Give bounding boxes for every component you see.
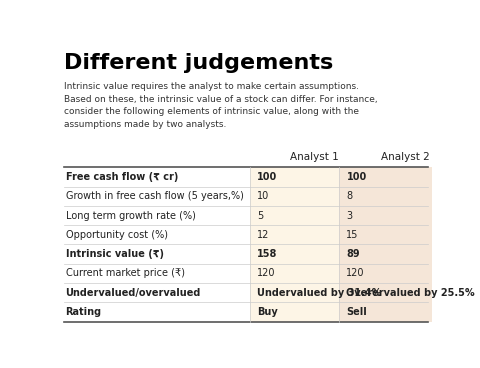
Bar <box>250 244 339 264</box>
Text: Different judgements: Different judgements <box>64 53 333 72</box>
Text: Rating: Rating <box>66 307 102 317</box>
Bar <box>339 225 432 244</box>
Bar <box>64 244 250 264</box>
Text: Long term growth rate (%): Long term growth rate (%) <box>66 210 195 220</box>
Bar <box>64 264 250 283</box>
Bar <box>64 302 250 322</box>
Text: 8: 8 <box>347 191 353 201</box>
Text: 100: 100 <box>347 172 367 182</box>
Text: 3: 3 <box>347 210 353 220</box>
Text: Opportunity cost (%): Opportunity cost (%) <box>66 230 168 240</box>
Bar <box>250 225 339 244</box>
Text: 158: 158 <box>257 249 277 259</box>
Bar <box>64 206 250 225</box>
Text: Overervalued by 25.5%: Overervalued by 25.5% <box>347 288 475 298</box>
Text: Growth in free cash flow (5 years,%): Growth in free cash flow (5 years,%) <box>66 191 243 201</box>
Text: Undervalued/overvalued: Undervalued/overvalued <box>66 288 201 298</box>
Bar <box>64 167 250 187</box>
Bar <box>64 283 250 302</box>
Bar <box>250 302 339 322</box>
Text: 89: 89 <box>347 249 360 259</box>
Text: Current market price (₹): Current market price (₹) <box>66 268 185 279</box>
Bar <box>339 283 432 302</box>
Text: 12: 12 <box>257 230 270 240</box>
Bar <box>339 244 432 264</box>
Text: 15: 15 <box>347 230 359 240</box>
Text: 100: 100 <box>257 172 277 182</box>
Text: Intrinsic value requires the analyst to make certain assumptions.
Based on these: Intrinsic value requires the analyst to … <box>64 82 377 129</box>
Text: Analyst 2: Analyst 2 <box>381 152 430 162</box>
Text: Free cash flow (₹ cr): Free cash flow (₹ cr) <box>66 172 178 182</box>
Text: Undervalued by 31.4%: Undervalued by 31.4% <box>257 288 382 298</box>
Text: 5: 5 <box>257 210 264 220</box>
Bar <box>250 264 339 283</box>
Bar <box>339 167 432 187</box>
Bar <box>339 264 432 283</box>
Bar <box>64 225 250 244</box>
Text: Intrinsic value (₹): Intrinsic value (₹) <box>66 249 164 259</box>
Bar <box>250 283 339 302</box>
Bar <box>250 167 339 187</box>
Bar <box>250 206 339 225</box>
Bar <box>339 206 432 225</box>
Text: 120: 120 <box>257 268 276 279</box>
Bar <box>250 187 339 206</box>
Bar <box>339 302 432 322</box>
Text: 120: 120 <box>347 268 365 279</box>
Text: Analyst 1: Analyst 1 <box>290 152 339 162</box>
Bar <box>339 187 432 206</box>
Bar <box>64 187 250 206</box>
Text: Sell: Sell <box>347 307 367 317</box>
Text: 10: 10 <box>257 191 269 201</box>
Text: Buy: Buy <box>257 307 278 317</box>
